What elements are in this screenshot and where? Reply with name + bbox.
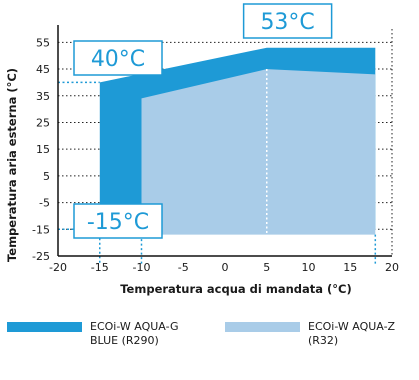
callout-label-0: 53°C <box>260 10 314 35</box>
callouts: 53°C 40°C -15°C <box>73 3 333 239</box>
grid-lines <box>58 29 393 256</box>
x-tick-label-0: 0 <box>222 261 229 274</box>
y-tick-label--25: -25 <box>32 250 50 263</box>
y-tick-label-5: 5 <box>43 170 50 183</box>
y-axis-label: Temperatura aria esterna (°C) <box>5 68 19 262</box>
y-tick-label-15: 15 <box>36 143 50 156</box>
x-tick-label--10: -10 <box>133 261 151 274</box>
x-tick-label--15: -15 <box>91 261 109 274</box>
x-tick-label--5: -5 <box>178 261 189 274</box>
callout-box-2 <box>73 203 163 239</box>
legend-swatch-aqua-z <box>225 322 300 332</box>
x-tick-label--20: -20 <box>49 261 67 274</box>
callout-label-2: -15°C <box>87 210 149 235</box>
x-tick-labels: -20 -15 -10 -5 0 5 10 15 20 <box>49 261 399 274</box>
legend-label-aqua-z: ECOi-W AQUA-Z (R32) <box>308 320 396 347</box>
x-tick-label-15: 15 <box>343 261 357 274</box>
x-tick-label-20: 20 <box>385 261 399 274</box>
y-tick-label-35: 35 <box>36 90 50 103</box>
y-tick-labels: 55 45 35 25 15 5 -5 -15 -25 <box>32 36 50 263</box>
x-axis-label: Temperatura acqua di mandata (°C) <box>120 282 352 296</box>
plot-areas <box>99 47 376 235</box>
callout-box-0 <box>242 3 333 39</box>
y-tick-label-55: 55 <box>36 36 50 49</box>
legend-swatch-aqua-g <box>7 322 82 332</box>
area-series-1 <box>141 69 376 235</box>
y-tick-label-25: 25 <box>36 116 50 129</box>
axes <box>57 25 392 257</box>
x-tick-label-10: 10 <box>302 261 316 274</box>
y-tick-label--5: -5 <box>39 197 50 210</box>
x-tick-label-5: 5 <box>263 261 270 274</box>
callout-box-1 <box>73 40 163 76</box>
legend-label-aqua-g: ECOi-W AQUA-G BLUE (R290) <box>90 320 179 347</box>
callout-label-1: 40°C <box>91 47 145 72</box>
y-tick-label-45: 45 <box>36 63 50 76</box>
y-tick-label--15: -15 <box>32 223 50 236</box>
